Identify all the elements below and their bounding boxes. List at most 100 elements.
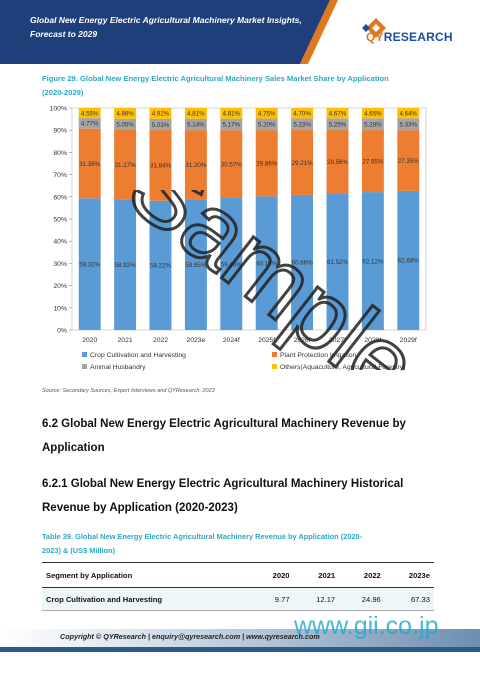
data-label: 4.81% [187, 111, 205, 118]
table-cell-value: 24.96 [339, 587, 385, 611]
data-label: 5.20% [258, 122, 276, 129]
data-label: 4.55% [81, 110, 99, 117]
bar-segment [184, 199, 207, 330]
bar-segment [78, 128, 101, 199]
data-label: 4.70% [293, 111, 311, 118]
y-tick-label: 60% [53, 194, 67, 201]
y-tick-label: 20% [53, 283, 67, 290]
bar-segment [397, 190, 420, 330]
legend-entry: Plant Protection Irrigation [280, 352, 357, 359]
x-tick-label: 2029f [400, 337, 417, 344]
legend-swatch [272, 352, 277, 357]
y-tick-label: 80% [53, 150, 67, 157]
table-row: Crop Cultivation and Harvesting 9.77 12.… [42, 587, 434, 611]
bar-segment [149, 200, 172, 330]
bar-segment [291, 118, 314, 131]
data-label: 5.05% [116, 122, 134, 129]
data-label: 4.77% [81, 121, 99, 128]
qyresearch-logo-icon [362, 18, 386, 38]
data-label: 4.64% [400, 110, 418, 117]
figure-caption-line1: Figure 29. Global New Energy Electric Ag… [42, 74, 389, 83]
data-label: 4.92% [152, 111, 170, 118]
table-header-row: Segment by Application 2020 2021 2022 20… [42, 562, 434, 588]
logo-qy: QY [366, 30, 384, 44]
bar-segment [326, 118, 349, 131]
data-label: 5.17% [223, 122, 241, 129]
data-label: 4.67% [329, 110, 347, 117]
bar-segment [78, 198, 101, 330]
data-label: 58.85% [185, 262, 206, 269]
bar-segment [220, 108, 243, 119]
bar-segment [255, 130, 278, 197]
bar-segment [255, 118, 278, 131]
bar-segment [220, 118, 243, 131]
bar-segment [255, 196, 278, 330]
data-label: 5.33% [400, 122, 418, 129]
data-label: 31.17% [115, 162, 136, 169]
bar-segment [149, 107, 172, 119]
logo-wordmark: QYRESEARCH [366, 30, 453, 44]
bar-segment [255, 108, 278, 119]
table-header-2022: 2022 [339, 562, 385, 588]
table-header-segment: Segment by Application [42, 562, 252, 588]
bar-segment [114, 108, 137, 119]
data-label: 5.14% [187, 122, 205, 129]
bar-segment [397, 108, 420, 119]
x-tick-label: 2024f [223, 337, 240, 344]
figure-caption: Figure 29. Global New Energy Electric Ag… [42, 72, 452, 100]
legend-entry: Crop Cultivation and Harvesting [90, 352, 186, 359]
bar-segment [149, 130, 172, 201]
legend-entry: Others(Aquaculture, Agricultural Forestr… [280, 364, 405, 371]
bar-segment [291, 194, 314, 330]
data-label: 59.32% [79, 261, 100, 268]
y-tick-label: 50% [53, 217, 67, 224]
data-label: 62.12% [362, 258, 383, 265]
data-label: 31.20% [185, 162, 206, 169]
y-tick-label: 10% [53, 305, 67, 312]
data-label: 5.03% [152, 122, 170, 129]
stacked-bar-chart: 0% 10% 20% 30% 40% 50% 60% 70% 80% 90% 100% 59.32% 3… [50, 106, 427, 371]
data-label: 5.28% [364, 121, 382, 128]
table-cell-value: 9.77 [251, 587, 294, 611]
footer-copyright: Copyright © QYResearch | enquiry@qyresea… [60, 632, 320, 641]
bar-segment [291, 130, 314, 195]
source-note: Source: Secondary Sources, Expert Interv… [42, 388, 215, 394]
table-caption-line1: Table 39. Global New Energy Electric Agr… [42, 532, 363, 541]
table-cell-segment: Crop Cultivation and Harvesting [42, 587, 252, 611]
table-header-2020: 2020 [251, 562, 294, 588]
x-tick-label: 2021 [118, 337, 133, 344]
bar-segment [184, 130, 207, 200]
y-tick-label: 90% [53, 128, 67, 135]
x-tick-label: 2026f [294, 337, 311, 344]
bar-segment [184, 108, 207, 119]
logo-research: RESEARCH [383, 30, 453, 44]
table-cell-value: 67.33 [384, 587, 434, 611]
bar-segment [78, 108, 101, 119]
data-label: 28.56% [327, 159, 348, 166]
data-label: 62.68% [398, 258, 419, 265]
bar-segment [114, 130, 137, 200]
y-tick-label: 70% [53, 172, 67, 179]
data-label: 27.95% [362, 158, 383, 165]
legend-swatch [82, 364, 87, 369]
section-6-2-line2: Application [42, 442, 105, 454]
data-label: 27.35% [398, 158, 419, 165]
figure-caption-line2: (2020-2029) [42, 88, 84, 97]
table-header-2023e: 2023e [384, 562, 434, 588]
bar-segment [361, 118, 384, 131]
report-title-line2: Forecast to 2029 [30, 29, 98, 39]
legend-swatch [272, 364, 277, 369]
data-label: 30.57% [221, 161, 242, 168]
data-label: 60.19% [256, 260, 277, 267]
revenue-table: Segment by Application 2020 2021 2022 20… [42, 562, 434, 611]
data-label: 4.81% [223, 111, 241, 118]
data-label: 61.52% [327, 259, 348, 266]
data-label: 5.25% [329, 121, 347, 128]
data-label: 31.84% [150, 163, 171, 170]
bar-segment [397, 130, 420, 191]
footer-stripe [0, 647, 480, 652]
table-header-2021: 2021 [293, 562, 340, 588]
data-label: 29.86% [256, 161, 277, 168]
y-tick-label: 100% [50, 106, 67, 113]
bar-segment [291, 108, 314, 119]
